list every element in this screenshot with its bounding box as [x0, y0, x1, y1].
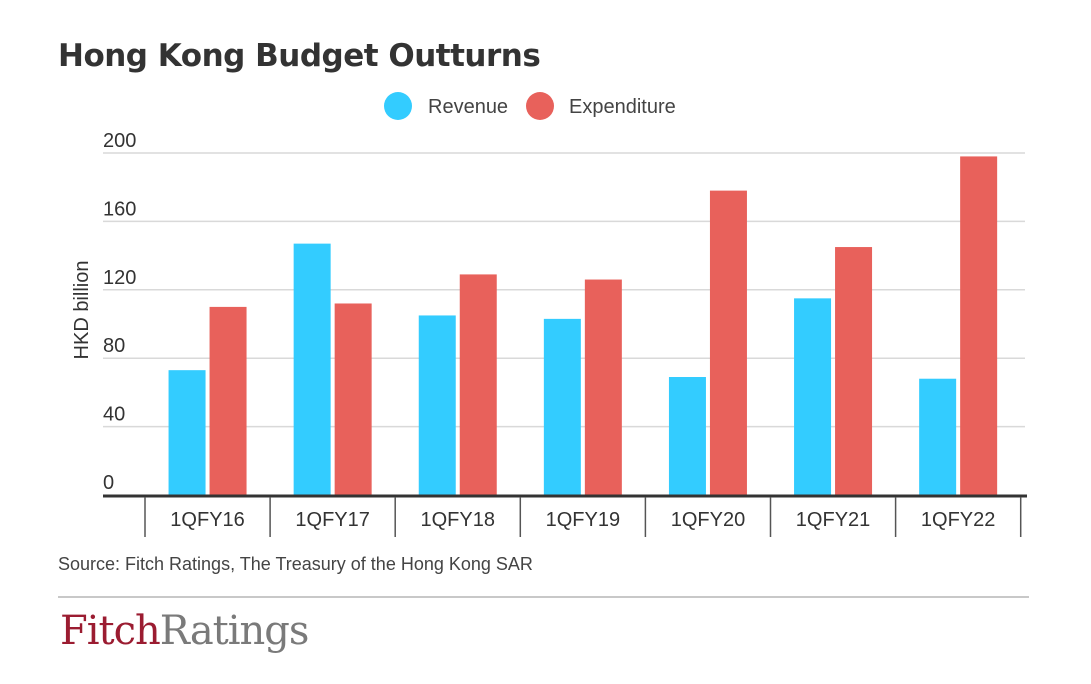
y-tick-label: 0 [103, 472, 114, 494]
legend-label-expenditure: Expenditure [569, 96, 676, 118]
y-tick-label: 160 [103, 198, 136, 220]
legend: Revenue Expenditure [384, 92, 676, 120]
x-tick-label: 1QFY21 [796, 509, 870, 531]
legend-label-revenue: Revenue [428, 96, 508, 118]
bar-revenue-1qfy19 [543, 318, 581, 495]
y-axis-label: HKD billion [71, 261, 93, 360]
y-tick-label: 200 [103, 130, 136, 152]
x-tick-label: 1QFY20 [671, 509, 745, 531]
y-tick-label: 80 [103, 335, 125, 357]
bar-revenue-1qfy18 [418, 315, 456, 495]
bar-expenditure-1qfy17 [334, 303, 372, 495]
bar-revenue-1qfy20 [668, 377, 706, 495]
y-tick-label: 120 [103, 267, 136, 289]
bar-revenue-1qfy22 [919, 378, 957, 495]
bar-expenditure-1qfy22 [960, 156, 998, 496]
x-tick-label: 1QFY16 [170, 509, 244, 531]
legend-marker-revenue [384, 92, 412, 120]
bar-expenditure-1qfy18 [459, 274, 497, 495]
legend-marker-expenditure [526, 92, 554, 120]
logo-text-ratings: Ratings [159, 608, 310, 654]
bar-expenditure-1qfy16 [209, 306, 247, 495]
bar-revenue-1qfy21 [794, 298, 832, 495]
bar-chart: Revenue Expenditure 0 40 80 120 160 200 HKD bi… [71, 92, 1027, 537]
fitch-ratings-logo: FitchRatings [60, 608, 310, 654]
bars [168, 156, 998, 496]
x-tick-label: 1QFY17 [295, 509, 369, 531]
x-axis: 1QFY16 1QFY17 1QFY18 1QFY19 1QFY20 1QFY21 1QFY… [103, 494, 1027, 537]
x-tick-label: 1QFY18 [421, 509, 495, 531]
divider [58, 596, 1029, 598]
bar-expenditure-1qfy20 [709, 190, 747, 495]
chart-title: Hong Kong Budget Outturns [58, 38, 541, 74]
bar-revenue-1qfy17 [293, 243, 331, 495]
x-tick-label: 1QFY22 [921, 509, 995, 531]
y-axis-ticks: 0 40 80 120 160 200 [103, 130, 136, 494]
logo-text-fitch: Fitch [60, 608, 161, 654]
source-note: Source: Fitch Ratings, The Treasury of t… [58, 554, 533, 574]
x-tick-label: 1QFY19 [546, 509, 620, 531]
bar-revenue-1qfy16 [168, 370, 206, 495]
bar-expenditure-1qfy19 [584, 279, 622, 495]
bar-expenditure-1qfy21 [835, 247, 873, 495]
y-tick-label: 40 [103, 404, 125, 426]
